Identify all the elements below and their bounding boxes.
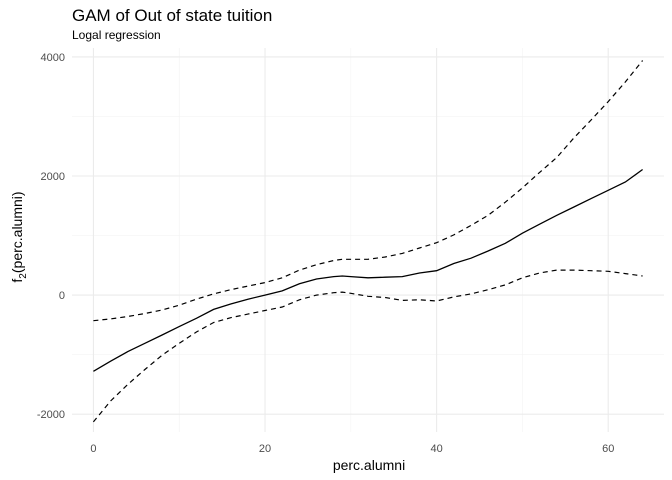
lower-band-line [92, 269, 643, 423]
upper-band-line [93, 60, 644, 322]
chart-subtitle: Logal regression [72, 28, 161, 42]
series-layer [92, 60, 644, 423]
x-tick-label: 20 [259, 443, 271, 455]
y-axis-title-rest: (perc.alumni) [9, 191, 25, 273]
x-axis-title: perc.alumni [333, 457, 405, 473]
x-tick-label: 40 [431, 443, 443, 455]
grid-layer [72, 48, 664, 432]
y-axis-title-main: f [9, 279, 25, 283]
tick-label-layer: 0 20 40 60 -2000 0 2000 4000 [37, 52, 614, 455]
fit-line [93, 168, 643, 372]
x-tick-label: 60 [602, 443, 614, 455]
y-tick-label: 2000 [41, 171, 65, 183]
x-tick-label: 0 [90, 443, 96, 455]
y-tick-label: -2000 [37, 409, 65, 421]
y-tick-label: 4000 [41, 52, 65, 64]
y-axis-title-subscript: 2 [18, 273, 29, 279]
chart-title: GAM of Out of state tuition [72, 6, 272, 25]
y-tick-label: 0 [59, 290, 65, 302]
y-axis-title: f2(perc.alumni) [9, 191, 29, 282]
